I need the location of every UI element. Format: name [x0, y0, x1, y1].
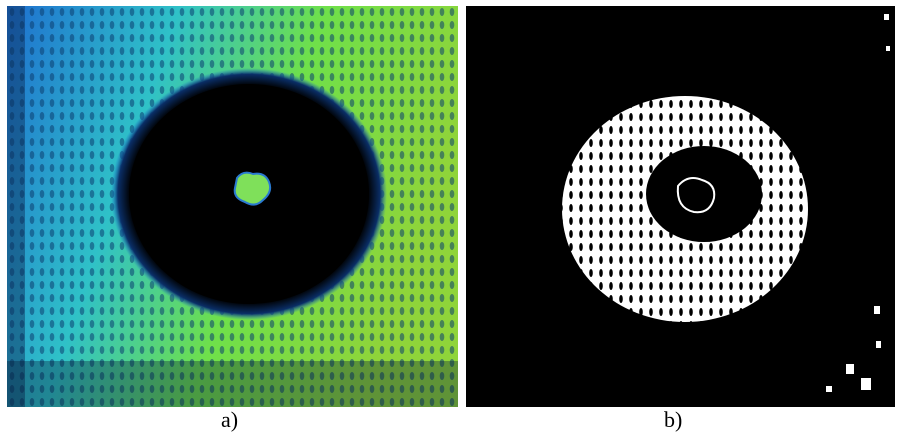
panel-a-false-color-image — [7, 6, 458, 407]
inner-spot-outline — [676, 177, 716, 214]
central-spot — [233, 171, 272, 206]
false-color-image — [7, 6, 458, 407]
caption-b: b) — [664, 407, 683, 432]
panel-b-binary-image — [466, 6, 895, 407]
edge-speckles — [826, 14, 890, 392]
binary-image — [466, 6, 895, 407]
caption-a: a) — [221, 407, 239, 432]
